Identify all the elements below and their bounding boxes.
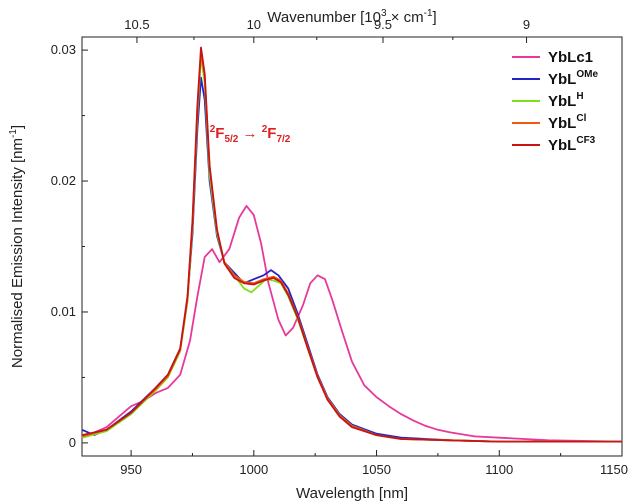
transition-annotation: 2F5/2 → 2F7/2 <box>210 124 291 145</box>
x-tick-label: 1100 <box>485 462 513 477</box>
top-tick-label: 10 <box>247 17 261 32</box>
top-tick-label: 10.5 <box>124 17 149 32</box>
axis-ticks: 950 1000 1050 1100 1150 0 0.01 0.02 0.03 10.5 10 9.… <box>51 17 628 477</box>
legend-entry: YbLCF3 <box>548 135 596 154</box>
top-tick-label: 9 <box>523 17 530 32</box>
x-tick-label: 1150 <box>600 462 628 477</box>
series-line-0 <box>81 205 623 443</box>
top-axis-label: Wavenumber [103 × cm-1] <box>267 8 436 26</box>
x-tick-label: 950 <box>120 462 142 477</box>
legend-entry: YbLOMe <box>548 69 598 88</box>
y-tick-label: 0.03 <box>51 42 76 57</box>
y-axis-label: Normalised Emission Intensity [nm-1] <box>8 125 26 368</box>
legend: YbLc1 YbLOMe YbLH YbLCl YbLCF3 <box>512 49 598 154</box>
series-line-4 <box>81 46 622 443</box>
top-tick-label: 9.5 <box>374 17 392 32</box>
y-tick-label: 0.01 <box>51 304 76 319</box>
series-line-2 <box>81 55 622 443</box>
x-tick-label: 1000 <box>239 462 268 477</box>
series-lines <box>81 46 623 443</box>
x-tick-label: 1050 <box>362 462 391 477</box>
series-line-1 <box>81 76 622 443</box>
y-tick-label: 0 <box>69 435 76 450</box>
y-tick-label: 0.02 <box>51 173 76 188</box>
legend-entry: YbLH <box>548 91 584 110</box>
plot-frame <box>81 36 623 457</box>
legend-entry: YbLCl <box>548 113 587 132</box>
x-axis-label: Wavelength [nm] <box>296 485 408 502</box>
legend-entry: YbLc1 <box>548 49 593 66</box>
